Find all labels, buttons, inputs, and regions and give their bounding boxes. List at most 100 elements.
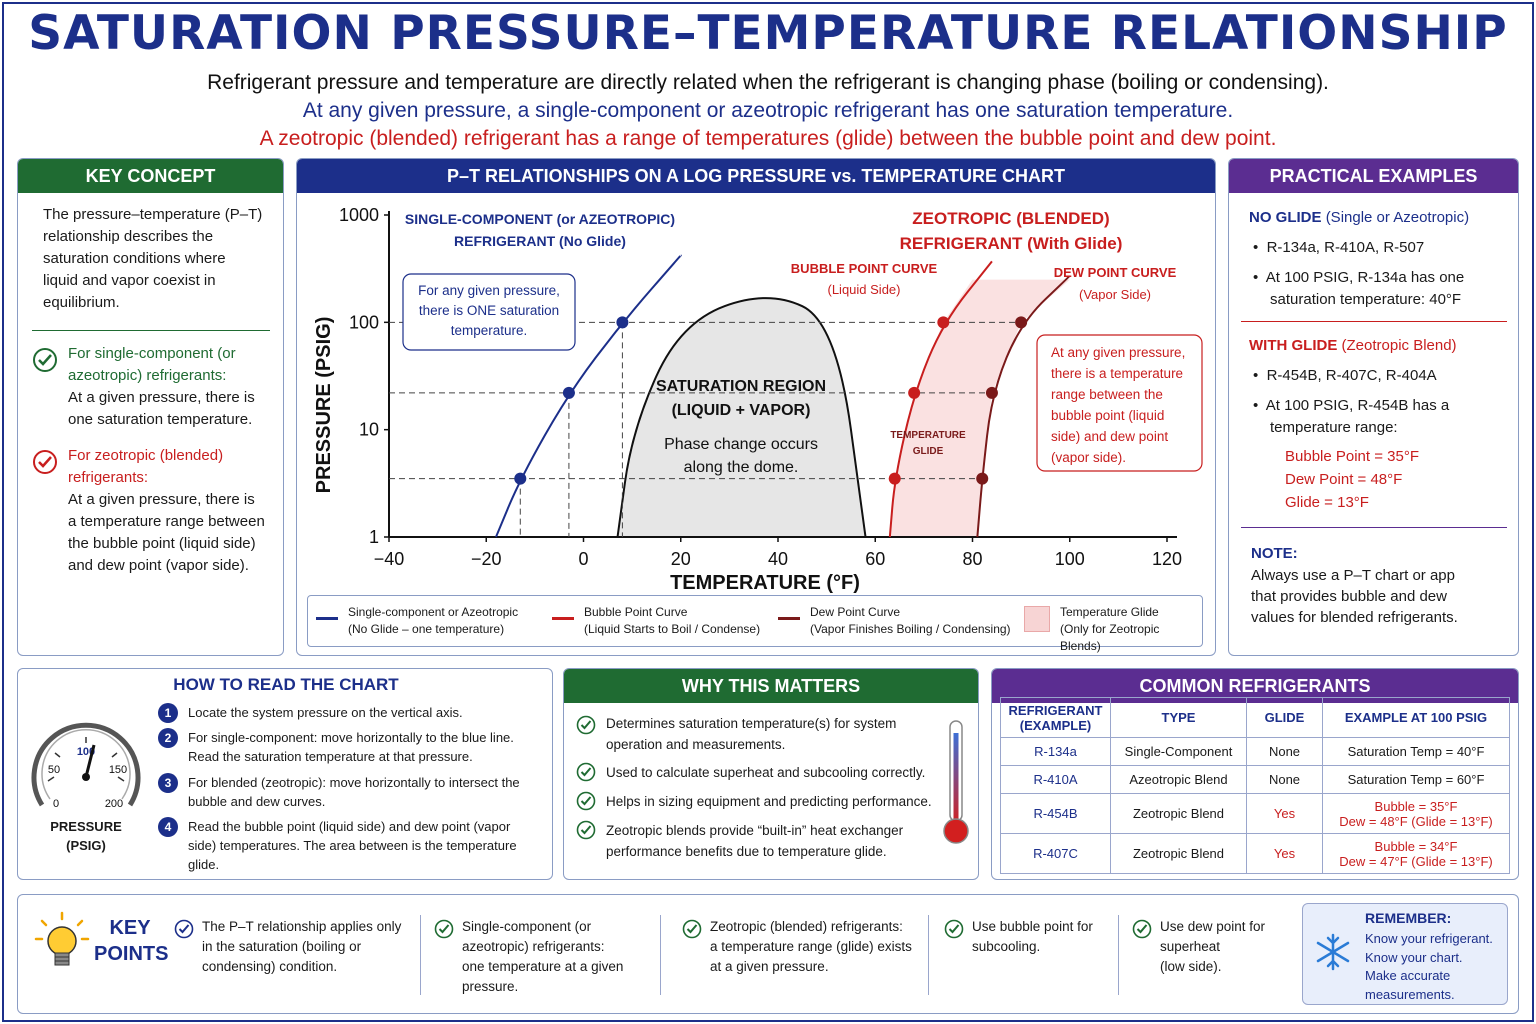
key-concept-panel: KEY CONCEPT The pressure–temperature (P–… xyxy=(17,158,284,656)
key-concept-body: The pressure–temperature (P–T) relations… xyxy=(43,206,263,311)
check-circle-icon xyxy=(576,762,596,782)
dew-point-point xyxy=(985,386,998,399)
svg-text:SINGLE-COMPONENT (or AZEOTROPI: SINGLE-COMPONENT (or AZEOTROPIC) xyxy=(405,211,675,227)
check-circle-icon xyxy=(576,791,596,811)
why-matters-panel: WHY THIS MATTERS Determines saturation t… xyxy=(563,668,979,880)
chart-header: P–T RELATIONSHIPS ON A LOG PRESSURE vs. … xyxy=(297,159,1215,193)
dew-point-label: DEW POINT CURVE (Vapor Side) xyxy=(1054,265,1177,302)
x-tick-label: 100 xyxy=(1055,549,1085,569)
single-component-point xyxy=(514,472,527,485)
zeotropic-item: For zeotropic (blended) refrigerants: At… xyxy=(68,447,265,574)
svg-text:(Vapor Side): (Vapor Side) xyxy=(1079,287,1151,302)
callout-red-text: At any given pressure, there is a temper… xyxy=(1051,345,1185,465)
svg-text:REFRIGERANT (With Glide): REFRIGERANT (With Glide) xyxy=(900,234,1123,253)
svg-text:200: 200 xyxy=(105,798,123,810)
svg-text:TEMPERATURE: TEMPERATURE xyxy=(890,430,966,441)
svg-text:there is ONE saturation: there is ONE saturation xyxy=(419,303,559,318)
saturation-dome xyxy=(616,297,867,538)
x-tick-label: −20 xyxy=(471,549,502,569)
check-circle-icon xyxy=(576,820,596,840)
table-row: R-410A Azeotropic Blend None Saturation Te… xyxy=(1000,765,1510,794)
svg-text:SATURATION REGION: SATURATION REGION xyxy=(656,378,826,395)
svg-text:150: 150 xyxy=(109,764,127,776)
svg-text:Phase change occurs: Phase change occurs xyxy=(664,436,818,453)
divider xyxy=(1241,527,1507,528)
x-axis-label: TEMPERATURE (°F) xyxy=(670,572,860,593)
chart-legend: Single-component or Azeotropic (No Glide … xyxy=(307,595,1203,653)
common-refrigerants-panel: COMMON REFRIGERANTS REFRIGERANT (EXAMPLE)… xyxy=(991,668,1519,880)
thermometer-icon xyxy=(943,720,969,844)
x-tick-label: 80 xyxy=(962,549,982,569)
svg-text:BUBBLE POINT CURVE: BUBBLE POINT CURVE xyxy=(791,261,938,276)
saturation-region-label: SATURATION REGION (LIQUID + VAPOR) Phase… xyxy=(656,378,826,476)
svg-text:along the dome.: along the dome. xyxy=(684,459,799,476)
how-to-read-panel: HOW TO READ THE CHART 100 50 150 0 200 P… xyxy=(17,668,553,880)
legend-swatch-single xyxy=(316,617,338,620)
single-label: SINGLE-COMPONENT (or AZEOTROPIC) REFRIGE… xyxy=(405,211,675,249)
chart-panel: P–T RELATIONSHIPS ON A LOG PRESSURE vs. … xyxy=(296,158,1216,656)
legend-swatch-glide xyxy=(1024,606,1050,632)
check-circle-green-icon xyxy=(33,348,57,372)
svg-text:ZEOTROPIC (BLENDED): ZEOTROPIC (BLENDED) xyxy=(912,209,1109,228)
legend-swatch-dew xyxy=(778,617,800,620)
svg-text:(Liquid Side): (Liquid Side) xyxy=(828,282,901,297)
y-tick-label: 1000 xyxy=(339,205,379,225)
svg-text:For any given pressure,: For any given pressure, xyxy=(418,283,560,298)
y-tick-label: 10 xyxy=(359,420,379,440)
check-icon xyxy=(174,919,194,939)
no-glide-title: NO GLIDE (Single or Azeotropic) xyxy=(1249,209,1470,226)
single-component-point xyxy=(562,386,575,399)
dew-point-point xyxy=(976,472,989,485)
svg-text:(vapor side).: (vapor side). xyxy=(1051,450,1126,465)
divider xyxy=(660,915,661,995)
svg-text:(LIQUID + VAPOR): (LIQUID + VAPOR) xyxy=(672,402,811,419)
with-glide-bullet-2: • At 100 PSIG, R-454B has a temperature … xyxy=(1253,397,1450,436)
check-icon xyxy=(434,919,454,939)
check-circle-red-icon xyxy=(33,450,57,474)
temperature-glide-label: TEMPERATURE GLIDE xyxy=(890,430,966,457)
svg-text:REFRIGERANT (No Glide): REFRIGERANT (No Glide) xyxy=(454,233,626,249)
with-glide-bullet-1: • R-454B, R-407C, R-404A xyxy=(1253,367,1437,384)
key-points-title: KEY POINTS xyxy=(94,917,169,965)
x-tick-label: 20 xyxy=(671,549,691,569)
subtitle-1: Refrigerant pressure and temperature are… xyxy=(207,71,1329,94)
col-glide: GLIDE xyxy=(1246,697,1323,738)
table-row: R-407C Zeotropic Blend Yes Bubble = 34°F De… xyxy=(1000,833,1510,874)
practical-header: PRACTICAL EXAMPLES xyxy=(1229,159,1518,193)
refrigerant-table: REFRIGERANT (EXAMPLE) TYPE GLIDE EXAMPLE … xyxy=(1000,697,1510,874)
note-title: NOTE: xyxy=(1251,545,1298,562)
svg-text:side) and dew point: side) and dew point xyxy=(1051,429,1168,444)
svg-text:bubble point (liquid: bubble point (liquid xyxy=(1051,408,1164,423)
y-tick-label: 100 xyxy=(349,312,379,332)
table-row: R-134a Single-Component None Saturation Te… xyxy=(1000,737,1510,766)
x-tick-label: 40 xyxy=(768,549,788,569)
remember-text: Know your refrigerant. Know your chart. … xyxy=(1365,931,1493,1002)
svg-text:range between the: range between the xyxy=(1051,387,1163,402)
with-glide-title: WITH GLIDE (Zeotropic Blend) xyxy=(1249,337,1457,354)
single-component-point xyxy=(616,316,629,329)
check-icon xyxy=(944,919,964,939)
no-glide-bullet-1: • R-134a, R-410A, R-507 xyxy=(1253,239,1425,256)
check-icon xyxy=(1132,919,1152,939)
single-component-item: For single-component (or azeotropic) ref… xyxy=(68,345,255,428)
no-glide-bullet-2: • At 100 PSIG, R-134a has one saturation… xyxy=(1253,269,1465,308)
lightbulb-icon xyxy=(34,911,90,966)
callout-blue-text: For any given pressure, there is ONE sat… xyxy=(418,283,560,338)
how-to-header: HOW TO READ THE CHART xyxy=(173,675,399,694)
divider xyxy=(1241,321,1507,322)
remember-title: REMEMBER: xyxy=(1365,910,1452,926)
svg-text:50: 50 xyxy=(48,764,60,776)
check-circle-icon xyxy=(576,715,596,735)
table-header-row: REFRIGERANT (EXAMPLE) TYPE GLIDE EXAMPLE … xyxy=(1000,697,1510,738)
x-tick-label: 120 xyxy=(1152,549,1182,569)
bubble-point-point xyxy=(908,386,921,399)
divider xyxy=(928,915,929,995)
y-axis-label: PRESSURE (PSIG) xyxy=(313,317,335,494)
divider xyxy=(1118,915,1119,995)
remember-box: REMEMBER: Know your refrigerant. Know yo… xyxy=(1302,903,1508,1005)
x-tick-label: 0 xyxy=(578,549,588,569)
x-tick-label: −40 xyxy=(374,549,405,569)
bubble-point-point xyxy=(888,472,901,485)
svg-text:there is a temperature: there is a temperature xyxy=(1051,366,1183,381)
